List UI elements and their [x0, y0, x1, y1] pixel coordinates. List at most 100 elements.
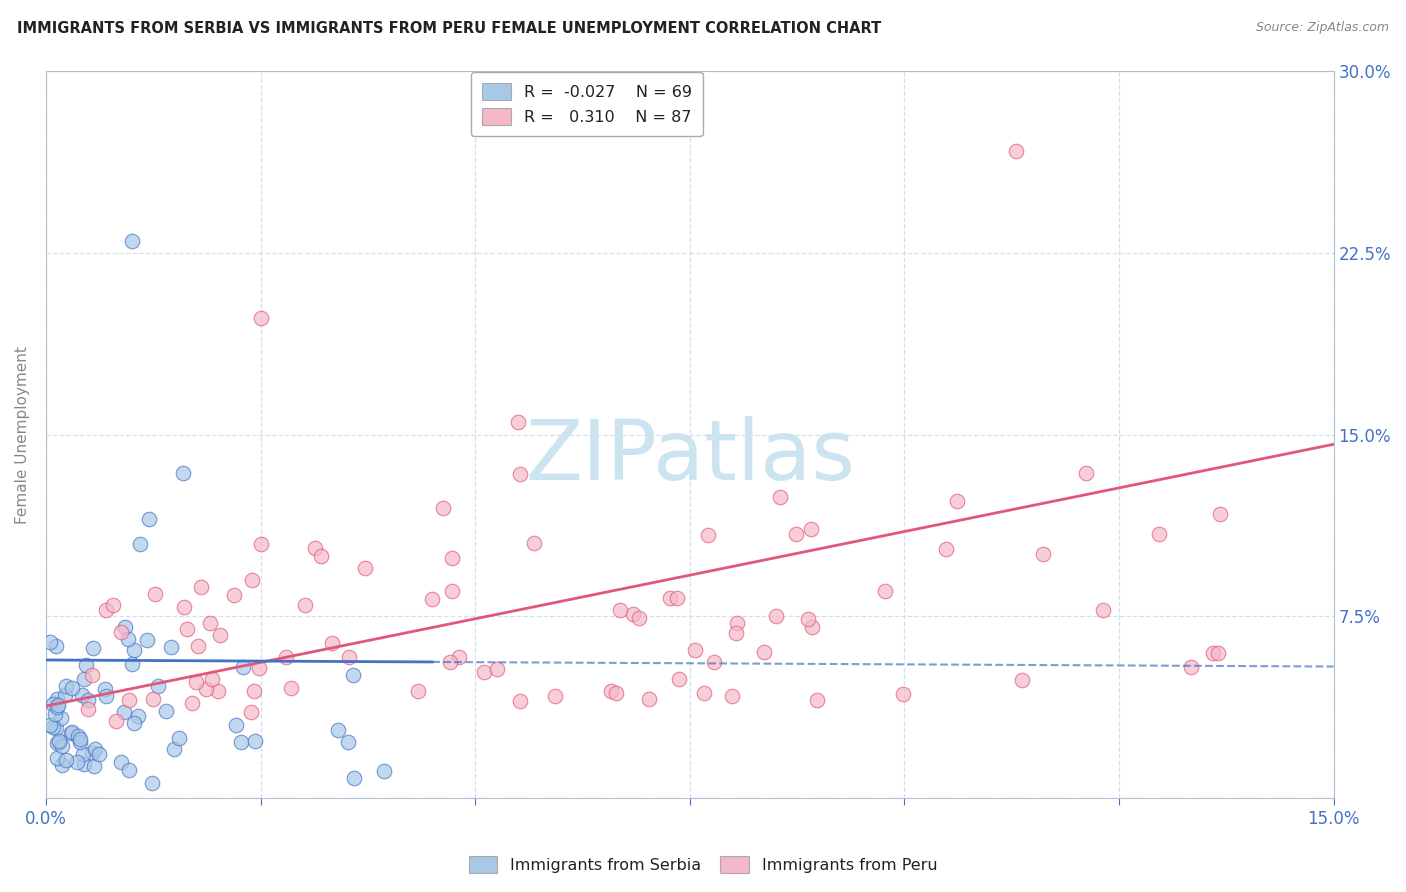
Point [703, 655, 725, 669]
Point [172, 467, 194, 481]
Point [39, 717, 62, 731]
Point [638, 691, 661, 706]
Point [354, 561, 377, 575]
Point [1202, 646, 1225, 660]
Point [127, 709, 149, 723]
Point [112, 706, 135, 720]
Point [523, 536, 546, 550]
Point [373, 764, 395, 778]
Point [87, 747, 110, 762]
Point [1005, 144, 1028, 158]
Point [70, 688, 93, 702]
Point [1032, 548, 1054, 562]
Point [609, 603, 631, 617]
Point [129, 536, 152, 550]
Point [439, 656, 461, 670]
Point [605, 686, 627, 700]
Point [249, 311, 271, 326]
Point [506, 416, 529, 430]
Point [181, 696, 204, 710]
Point [768, 490, 790, 504]
Point [250, 537, 273, 551]
Text: IMMIGRANTS FROM SERBIA VS IMMIGRANTS FROM PERU FEMALE UNEMPLOYMENT CORRELATION C: IMMIGRANTS FROM SERBIA VS IMMIGRANTS FRO… [17, 21, 882, 36]
Point [124, 643, 146, 657]
Point [472, 665, 495, 679]
Point [935, 542, 957, 557]
Legend: Immigrants from Serbia, Immigrants from Peru: Immigrants from Serbia, Immigrants from … [463, 849, 943, 880]
Point [785, 526, 807, 541]
Point [138, 512, 160, 526]
Point [145, 587, 167, 601]
Point [274, 649, 297, 664]
Point [343, 772, 366, 786]
Point [96, 690, 118, 704]
Point [96, 603, 118, 617]
Point [765, 609, 787, 624]
Point [721, 690, 744, 704]
Point [683, 642, 706, 657]
Point [232, 660, 254, 674]
Point [46, 698, 69, 713]
Point [336, 735, 359, 749]
Point [66, 729, 89, 743]
Point [337, 650, 360, 665]
Point [46, 736, 69, 750]
Point [66, 755, 89, 769]
Point [42, 698, 65, 712]
Point [207, 684, 229, 698]
Point [46, 751, 69, 765]
Point [55, 753, 77, 767]
Point [80, 667, 103, 681]
Point [891, 687, 914, 701]
Point [725, 615, 748, 630]
Point [659, 591, 682, 606]
Point [1011, 673, 1033, 687]
Point [80, 746, 103, 760]
Point [247, 661, 270, 675]
Point [201, 672, 224, 686]
Point [509, 467, 531, 482]
Point [209, 627, 232, 641]
Point [797, 612, 820, 626]
Point [406, 684, 429, 698]
Point [55, 679, 77, 693]
Point [801, 620, 824, 634]
Point [326, 723, 349, 737]
Y-axis label: Female Unemployment: Female Unemployment [15, 346, 30, 524]
Point [1206, 646, 1229, 660]
Point [142, 692, 165, 706]
Point [46, 692, 69, 706]
Point [198, 616, 221, 631]
Point [72, 747, 94, 762]
Point [1091, 603, 1114, 617]
Text: Source: ZipAtlas.com: Source: ZipAtlas.com [1256, 21, 1389, 34]
Point [44, 706, 66, 721]
Point [946, 494, 969, 508]
Point [51, 757, 73, 772]
Point [243, 734, 266, 748]
Point [45, 639, 67, 653]
Point [83, 758, 105, 772]
Point [195, 681, 218, 696]
Point [724, 626, 747, 640]
Point [229, 735, 252, 749]
Point [114, 620, 136, 634]
Point [187, 640, 209, 654]
Point [600, 684, 623, 698]
Point [51, 739, 73, 754]
Point [190, 580, 212, 594]
Point [1209, 507, 1232, 521]
Point [309, 549, 332, 564]
Text: ZIPatlas: ZIPatlas [524, 416, 855, 497]
Point [42, 720, 65, 734]
Point [1147, 526, 1170, 541]
Point [77, 702, 100, 716]
Point [39, 635, 62, 649]
Point [873, 583, 896, 598]
Point [225, 718, 247, 732]
Point [76, 693, 98, 707]
Point [280, 681, 302, 695]
Point [806, 693, 828, 707]
Point [48, 734, 70, 748]
Point [93, 681, 115, 696]
